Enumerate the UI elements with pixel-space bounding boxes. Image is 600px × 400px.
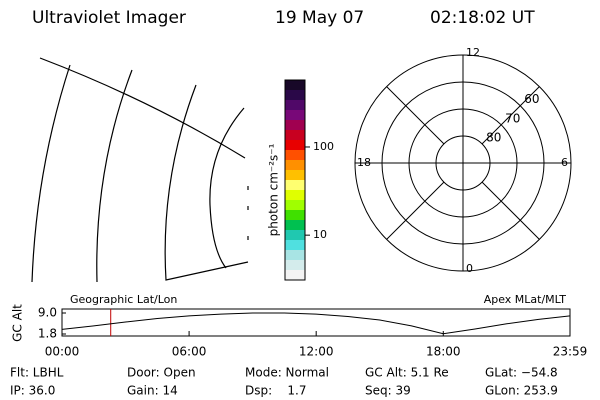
polar-ring-label: 80 (486, 130, 501, 144)
map-line (164, 84, 249, 281)
polar-ring (381, 81, 545, 245)
map-grid (31, 57, 249, 283)
time: 02:18:02 UT (430, 8, 535, 28)
colorbar-segment (285, 160, 305, 171)
colorbar-segment (285, 200, 305, 211)
x-tick-label: 06:00 (172, 345, 207, 359)
status-field: Flt: LBHL (10, 366, 64, 380)
clock-label: 12 (466, 46, 480, 59)
polar-ring (408, 108, 518, 218)
status-field: Gain: 14 (127, 384, 178, 398)
colorbar-segment (285, 100, 305, 111)
colorbar-tick-label: 10 (313, 228, 327, 241)
colorbar-segment (285, 250, 305, 261)
annotation: Geographic Lat/Lon (70, 293, 177, 306)
map-line (31, 64, 71, 283)
title: Ultraviolet Imager (32, 8, 186, 28)
colorbar-label: photon cm⁻²s⁻¹ (267, 143, 281, 236)
colorbar-segment (285, 190, 305, 201)
y-axis-label: GC Alt (11, 304, 25, 342)
status-field: Dsp: 1.7 (245, 384, 307, 398)
date: 19 May 07 (275, 8, 364, 28)
colorbar-segment (285, 180, 305, 191)
colorbar-segment (285, 140, 305, 151)
x-tick-label: 12:00 (299, 345, 334, 359)
colorbar-segment (285, 260, 305, 271)
colorbar-segment (285, 270, 305, 281)
clock-label: 6 (561, 156, 568, 169)
status-field: GLat: −54.8 (485, 366, 558, 380)
colorbar-tick-label: 100 (313, 140, 334, 153)
status-field: Mode: Normal (245, 366, 329, 380)
status-field: Seq: 39 (365, 384, 411, 398)
x-tick-label: 23:59 (553, 345, 588, 359)
colorbar-frame (284, 79, 306, 281)
map-line (39, 57, 246, 159)
colorbar-segment (285, 150, 305, 161)
colorbar-segment (285, 220, 305, 231)
altitude-line (61, 312, 571, 335)
colorbar-segment (285, 130, 305, 141)
polar-spoke (481, 86, 540, 145)
polar-ring (435, 135, 491, 191)
polar-spoke (386, 86, 445, 145)
y-tick-label: 1.8 (38, 327, 57, 341)
clock-label: 0 (466, 262, 473, 275)
colorbar-segment (285, 170, 305, 181)
polar-spoke (481, 181, 540, 240)
colorbar-segment (285, 90, 305, 101)
colorbar-segment (285, 240, 305, 251)
colorbar-segment (285, 80, 305, 91)
status-field: Door: Open (127, 366, 196, 380)
colorbar-segment (285, 120, 305, 131)
y-tick-label: 9.0 (38, 306, 57, 320)
colorbar-segment (285, 210, 305, 221)
x-tick-label: 00:00 (45, 345, 80, 359)
polar-ring-label: 60 (524, 92, 539, 106)
colorbar-segment (285, 110, 305, 121)
clock-label: 18 (357, 156, 371, 169)
annotation: Apex MLat/MLT (484, 293, 567, 306)
map-line (209, 107, 245, 269)
status-field: GLon: 253.9 (485, 384, 558, 398)
status-field: IP: 36.0 (10, 384, 55, 398)
map-line (96, 69, 133, 283)
polar-spoke (386, 181, 445, 240)
colorbar-segment (285, 230, 305, 241)
polar-ring-label: 70 (505, 111, 520, 125)
x-tick-label: 18:00 (426, 345, 461, 359)
status-field: GC Alt: 5.1 Re (365, 366, 449, 380)
